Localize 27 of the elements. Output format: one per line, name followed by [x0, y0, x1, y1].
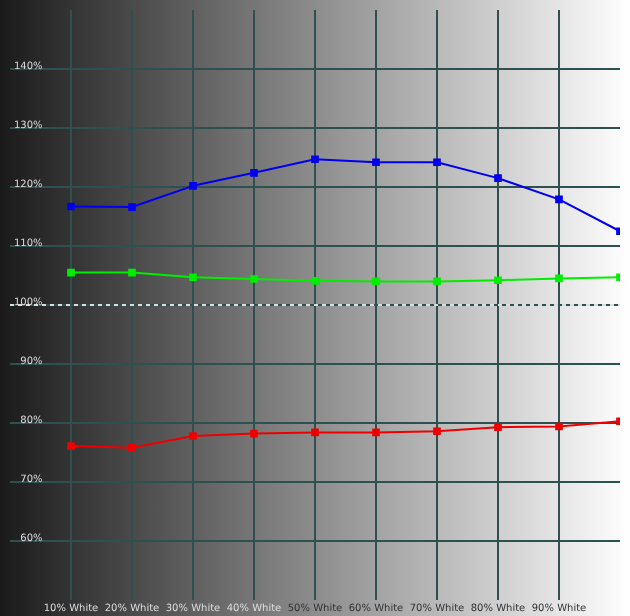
point: [372, 428, 380, 437]
point: [372, 277, 380, 286]
point: [189, 181, 197, 190]
point: [250, 169, 258, 177]
point: [67, 202, 75, 211]
point: [128, 203, 136, 211]
point: [311, 428, 319, 437]
point: [494, 174, 502, 182]
point: [189, 432, 197, 440]
point: [555, 422, 563, 431]
point: [189, 273, 197, 282]
point: [250, 429, 258, 438]
point: [433, 277, 441, 286]
point: [494, 423, 502, 431]
point: [128, 443, 136, 452]
point: [433, 427, 441, 436]
point: [311, 276, 319, 285]
point: [372, 158, 380, 167]
point: [311, 155, 319, 164]
point: [433, 158, 441, 167]
point: [555, 195, 563, 204]
point: [250, 275, 258, 283]
point: [128, 268, 136, 277]
point: [494, 276, 502, 285]
point: [555, 274, 563, 283]
point: [67, 268, 75, 277]
point: [67, 442, 75, 450]
